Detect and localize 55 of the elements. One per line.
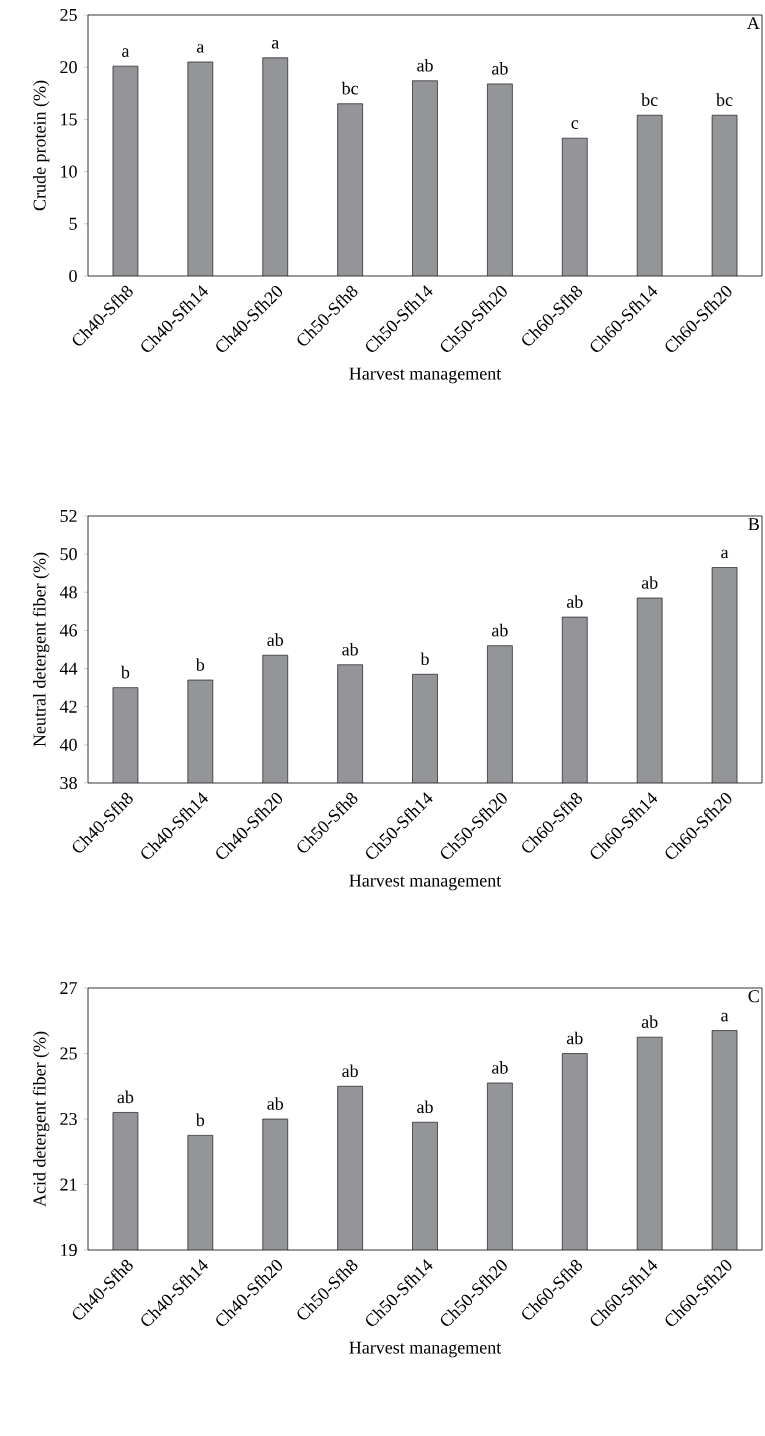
annotation: b [420,652,429,666]
y-tick-label: 44 [59,662,78,675]
y-tick-label: 46 [59,624,78,637]
y-tick-label: 38 [60,776,77,790]
annotation: c [571,120,579,129]
annotation: b [195,658,205,671]
annotation: a [271,39,279,49]
annotation: ab [117,1090,134,1104]
y-axis-title: Acid detergent fiber (%) [32,1031,50,1207]
annotation: ab [492,62,508,75]
annotation: a [122,48,130,57]
annotation: B [748,518,759,531]
annotation: C [748,990,759,1003]
y-tick-label: 27 [60,982,78,994]
y-tick-label: 20 [60,61,77,74]
annotation: ab [267,1097,284,1110]
x-axis-title: Harvest management [349,874,502,891]
annotation: ab [641,1015,658,1028]
y-tick-label: 21 [60,1178,77,1191]
annotation: bc [341,81,359,95]
annotation: a [721,1012,729,1022]
y-tick-label: 5 [69,217,77,230]
y-tick-label: 15 [61,113,77,126]
annotation: ab [267,633,284,647]
annotation: ab [492,623,508,637]
annotation: ab [342,1064,358,1078]
y-tick-label: 10 [61,165,77,178]
y-tick-label: 50 [60,548,77,561]
annotation: ab [566,1031,583,1045]
y-tick-label: 42 [59,700,77,713]
y-tick-label: 48 [59,586,77,599]
y-tick-label: 25 [60,8,77,22]
annotation: ab [342,642,358,656]
y-axis-title: Neutral detergent fiber (%) [32,552,50,747]
annotation: a [721,549,729,559]
annotation: a [196,44,205,53]
x-axis-title: Harvest management [349,1341,502,1358]
annotation: A [746,17,760,30]
x-axis-title: Harvest management [349,367,502,384]
annotation: ab [566,595,583,608]
annotation: ab [417,58,433,72]
annotation: ab [417,1100,433,1114]
y-tick-label: 0 [69,269,77,283]
annotation: b [120,665,130,679]
y-tick-label: 52 [60,509,77,523]
annotation: bc [641,93,658,107]
annotation: b [195,1113,205,1127]
annotation: ab [641,576,658,589]
y-tick-label: 23 [60,1112,77,1126]
annotation: ab [492,1061,508,1074]
y-axis-title: Crude protein (%) [33,80,50,211]
y-tick-label: 40 [59,738,77,751]
y-tick-label: 25 [60,1047,77,1060]
y-tick-label: 19 [61,1243,77,1257]
annotation: bc [716,93,733,107]
